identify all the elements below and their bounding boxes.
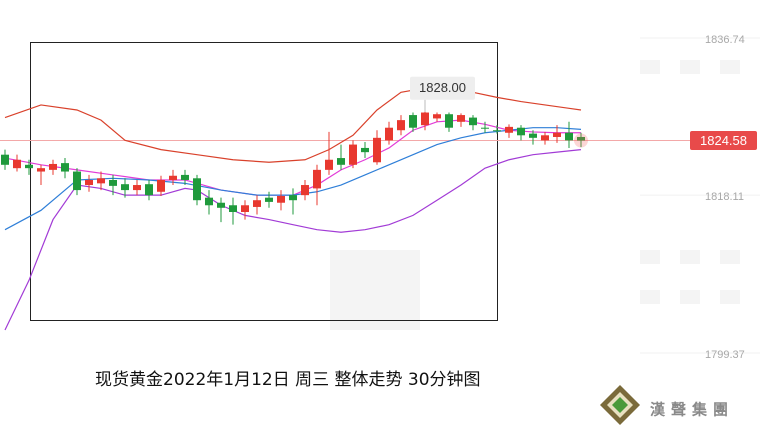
candle-body (313, 169, 321, 189)
candle-body (337, 158, 345, 165)
candle-body (433, 114, 441, 119)
candle-body (145, 184, 153, 196)
candle-body (325, 159, 333, 170)
candle-body (277, 195, 285, 203)
overlay-line (4, 149, 582, 331)
chart-title: 现货黄金2022年1月12日 周三 整体走势 30分钟图 (95, 370, 481, 390)
candle-body (445, 114, 453, 128)
candle-body (205, 197, 213, 206)
candle-body (421, 112, 429, 126)
candle-body (121, 184, 129, 191)
highlight-box (30, 42, 498, 321)
candle-body (73, 171, 81, 191)
candle-body (529, 133, 537, 138)
last-price-label: 1824.58 (700, 133, 747, 148)
candle-body (85, 179, 93, 186)
y-tick-label: 1836.74 (705, 34, 745, 46)
candle-body (469, 117, 477, 126)
candle-body (241, 205, 249, 213)
candle-body (565, 132, 573, 141)
candle-body (517, 127, 525, 136)
high-label: 1828.00 (419, 80, 466, 95)
last-price-box (690, 131, 757, 151)
candle-body (577, 136, 585, 141)
overlay-line (4, 119, 581, 196)
candle-body (217, 202, 225, 208)
candle-body (385, 127, 393, 141)
candle-body (97, 178, 105, 184)
y-tick-label: 1818.11 (705, 191, 744, 203)
watermark (330, 60, 740, 330)
candle-body (181, 174, 189, 180)
candle-body (193, 178, 201, 201)
candle-body (481, 127, 489, 129)
overlay-line (4, 87, 582, 163)
candle-body (49, 163, 57, 170)
candle-body (289, 195, 297, 201)
high-label-box (410, 76, 475, 100)
logo-text: 漢聲集團 (650, 401, 734, 419)
candle-body (541, 135, 549, 141)
candle-body (229, 205, 237, 213)
candle-body (457, 115, 465, 122)
y-tick-label: 1799.37 (705, 349, 745, 361)
candle-body (37, 168, 45, 172)
candle-body (25, 164, 33, 169)
candle-body (61, 163, 69, 172)
candle-body (553, 132, 561, 137)
candle-body (361, 147, 369, 153)
candle-body (409, 115, 417, 128)
candle-body (493, 130, 501, 132)
candle-body (1, 154, 9, 165)
candle-body (109, 179, 117, 186)
logo: 漢聲集團 (600, 385, 734, 425)
candle-body (157, 179, 165, 192)
candle-body (373, 137, 381, 163)
candle-body (253, 200, 261, 207)
candle-body (349, 144, 357, 165)
plot: 1799.37 1818.11 1836.74 1824.58 1828.00 (0, 34, 760, 361)
candle-body (133, 185, 141, 191)
candle-body (301, 185, 309, 196)
candle-body (265, 197, 273, 202)
candle-body (13, 159, 21, 169)
candle-body (397, 120, 405, 131)
candle-body (169, 175, 177, 180)
candle-body (505, 126, 513, 133)
last-price-glow (574, 133, 588, 148)
